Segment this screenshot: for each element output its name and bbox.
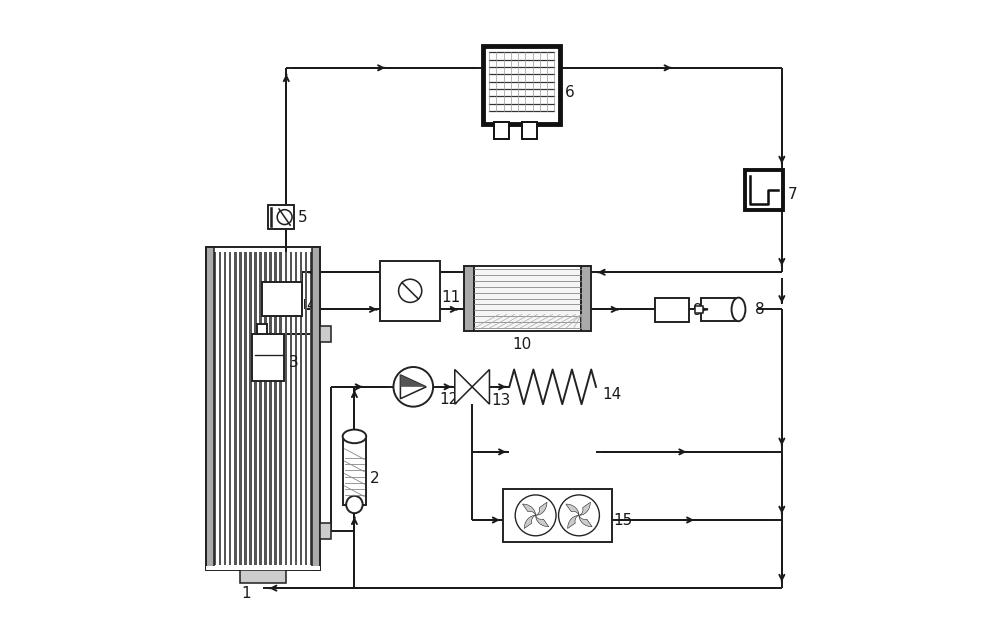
Bar [655,298,689,322]
Bar [474,269,581,328]
Polygon shape [536,503,547,516]
Bar [305,253,307,564]
Bar [320,326,331,342]
Text: 13: 13 [491,393,510,408]
Bar [343,436,366,504]
Bar [464,266,474,331]
Bar [310,253,312,564]
Text: 9: 9 [693,302,703,318]
Text: 5: 5 [298,209,308,224]
Text: 8: 8 [755,302,765,317]
Bar [206,566,320,569]
Text: 1: 1 [241,586,251,601]
Bar [234,253,237,564]
Bar [259,253,262,564]
Polygon shape [455,369,472,404]
Polygon shape [400,375,426,399]
Circle shape [559,495,599,536]
Bar [380,261,440,321]
Ellipse shape [343,429,366,443]
Bar [224,253,226,564]
Bar [240,569,286,583]
Bar [274,253,277,564]
Bar [249,253,252,564]
Bar [268,206,294,229]
Ellipse shape [346,496,363,513]
Bar [290,253,292,564]
Polygon shape [579,503,590,516]
Text: 11: 11 [442,289,461,304]
Text: 6: 6 [565,85,575,100]
Bar [300,253,302,564]
Circle shape [277,209,292,224]
Polygon shape [579,516,592,527]
Bar [295,253,297,564]
Bar [254,253,257,564]
Bar [503,489,612,542]
Polygon shape [472,369,489,404]
Bar [745,170,783,210]
Polygon shape [568,516,579,529]
Bar [214,253,216,564]
Circle shape [393,367,433,407]
Bar [219,253,221,564]
Polygon shape [536,516,549,527]
Text: 12: 12 [439,392,458,407]
Text: 14: 14 [602,387,621,402]
Bar [269,253,272,564]
Text: 3: 3 [289,354,299,369]
Bar [522,122,537,139]
Bar [257,324,267,334]
Bar [581,266,591,331]
Bar [244,253,247,564]
Text: 4: 4 [306,298,316,313]
Bar [312,248,320,569]
Polygon shape [566,504,579,516]
Bar [206,248,320,569]
Bar [262,281,302,316]
Bar [206,248,214,569]
Bar [695,306,703,313]
Ellipse shape [732,298,745,321]
Bar [285,253,287,564]
Bar [239,253,242,564]
Polygon shape [400,375,426,387]
Circle shape [515,495,556,536]
Bar [264,253,267,564]
Polygon shape [524,516,536,529]
Bar [252,334,284,381]
Bar [483,46,560,124]
Bar [279,253,282,564]
Text: 15: 15 [613,513,632,528]
Text: 10: 10 [512,338,531,352]
Bar [320,523,331,539]
Circle shape [399,279,422,302]
Text: 2: 2 [369,471,379,486]
Bar [494,122,509,139]
Bar [701,298,738,321]
Polygon shape [522,504,536,516]
Bar [229,253,231,564]
Text: 7: 7 [788,187,797,202]
